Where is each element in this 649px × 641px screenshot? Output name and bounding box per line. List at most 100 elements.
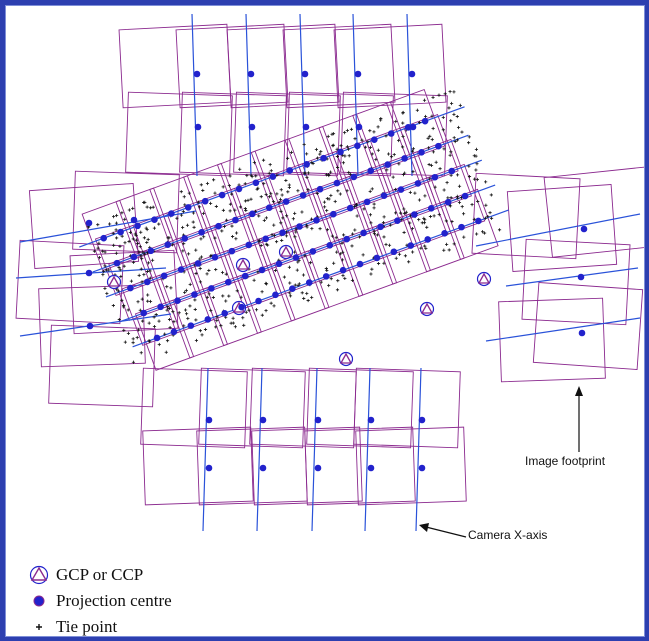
tie-point bbox=[297, 282, 301, 286]
tie-point bbox=[122, 264, 126, 268]
figure-frame: Image footprint Camera X-axis GCP or CCP… bbox=[5, 5, 645, 637]
camera-x-axis-line bbox=[475, 213, 641, 247]
tie-point bbox=[423, 114, 428, 119]
projection-centre-point bbox=[387, 130, 395, 137]
tie-point bbox=[246, 198, 250, 202]
tie-point bbox=[186, 316, 190, 321]
tie-point bbox=[374, 157, 378, 162]
tie-point bbox=[368, 213, 373, 217]
gcp-marker bbox=[278, 244, 294, 260]
tie-point bbox=[326, 134, 330, 139]
tie-point bbox=[284, 178, 288, 183]
image-footprint bbox=[140, 367, 248, 449]
tie-point bbox=[300, 210, 304, 214]
tie-point bbox=[345, 128, 349, 133]
tie-point bbox=[428, 214, 433, 219]
projection-centre-point bbox=[330, 210, 337, 218]
tie-point bbox=[181, 225, 185, 230]
tie-point bbox=[432, 214, 436, 218]
camera-x-axis-arrow-head bbox=[419, 523, 429, 532]
projection-centre-icon bbox=[33, 595, 45, 607]
tie-point bbox=[264, 309, 268, 313]
projection-centre-point bbox=[238, 303, 245, 311]
tie-point bbox=[455, 194, 459, 198]
projection-centre-point bbox=[279, 229, 286, 236]
projection-centre-point bbox=[151, 216, 158, 224]
tie-point bbox=[300, 291, 304, 295]
image-footprint bbox=[471, 172, 581, 260]
tie-point bbox=[382, 261, 386, 265]
tie-point bbox=[137, 273, 141, 277]
projection-centre-point bbox=[289, 285, 296, 292]
tie-point bbox=[214, 267, 218, 272]
tie-point bbox=[448, 153, 452, 157]
projection-centre-point bbox=[371, 136, 378, 143]
tie-point bbox=[462, 235, 466, 239]
tie-point bbox=[279, 209, 283, 213]
tie-point bbox=[127, 239, 131, 244]
tie-point bbox=[417, 120, 422, 125]
camera-x-axis-line bbox=[406, 13, 413, 177]
tie-point bbox=[264, 216, 268, 220]
tie-point bbox=[368, 189, 372, 193]
projection-centre-point bbox=[153, 334, 161, 342]
projection-centre-point bbox=[282, 198, 290, 205]
tie-point bbox=[280, 238, 284, 243]
tie-point bbox=[148, 299, 153, 304]
tie-point bbox=[431, 95, 435, 99]
tie-point bbox=[272, 233, 276, 238]
tie-point bbox=[426, 146, 431, 150]
tie-point bbox=[167, 317, 172, 322]
projection-centre-point bbox=[418, 416, 426, 424]
projection-centre-point bbox=[177, 266, 185, 273]
tie-point bbox=[450, 101, 454, 106]
tie-point bbox=[230, 234, 235, 239]
image-footprint bbox=[282, 23, 396, 109]
image-footprints-layer bbox=[15, 23, 644, 506]
tie-point bbox=[220, 229, 224, 233]
tie-point bbox=[123, 241, 127, 245]
tie-point bbox=[417, 218, 421, 222]
tie-point bbox=[221, 185, 225, 189]
tie-point bbox=[196, 200, 200, 204]
tie-point bbox=[295, 268, 299, 272]
tie-point bbox=[449, 150, 453, 154]
tie-point bbox=[183, 290, 187, 294]
tie-point bbox=[221, 208, 225, 212]
tie-point bbox=[269, 192, 273, 196]
tie-point bbox=[108, 222, 112, 226]
tie-point bbox=[410, 149, 415, 153]
tie-point bbox=[152, 325, 157, 329]
tie-point bbox=[411, 250, 415, 254]
projection-centre-point bbox=[431, 173, 439, 181]
projection-centre-point bbox=[160, 272, 168, 280]
projection-centre-point bbox=[444, 198, 452, 206]
tie-point bbox=[164, 350, 168, 354]
projection-centre-point bbox=[269, 173, 277, 180]
tie-point bbox=[483, 216, 488, 220]
image-footprint bbox=[28, 182, 140, 270]
projection-centre-point bbox=[354, 70, 362, 78]
tie-point bbox=[453, 139, 457, 144]
tie-point bbox=[325, 197, 329, 201]
tie-point bbox=[231, 321, 235, 325]
camera-x-axis-line bbox=[245, 13, 252, 177]
tie-point bbox=[134, 233, 138, 238]
tie-point bbox=[357, 235, 362, 239]
projection-centre-point bbox=[299, 192, 307, 199]
projection-centre-point bbox=[248, 123, 256, 131]
tie-point bbox=[247, 308, 251, 312]
tie-point bbox=[227, 294, 231, 298]
tie-point bbox=[452, 242, 456, 246]
projection-centre-point bbox=[204, 316, 212, 323]
tie-point bbox=[349, 127, 354, 131]
tie-point bbox=[97, 255, 102, 260]
tie-point bbox=[408, 221, 412, 225]
tie-point bbox=[336, 279, 340, 283]
tie-point bbox=[199, 237, 203, 241]
tie-point-icon bbox=[36, 624, 42, 630]
tie-point bbox=[403, 254, 408, 258]
projection-centres-layer bbox=[85, 70, 588, 472]
projection-centre-point bbox=[194, 123, 202, 131]
tie-point bbox=[114, 251, 118, 255]
